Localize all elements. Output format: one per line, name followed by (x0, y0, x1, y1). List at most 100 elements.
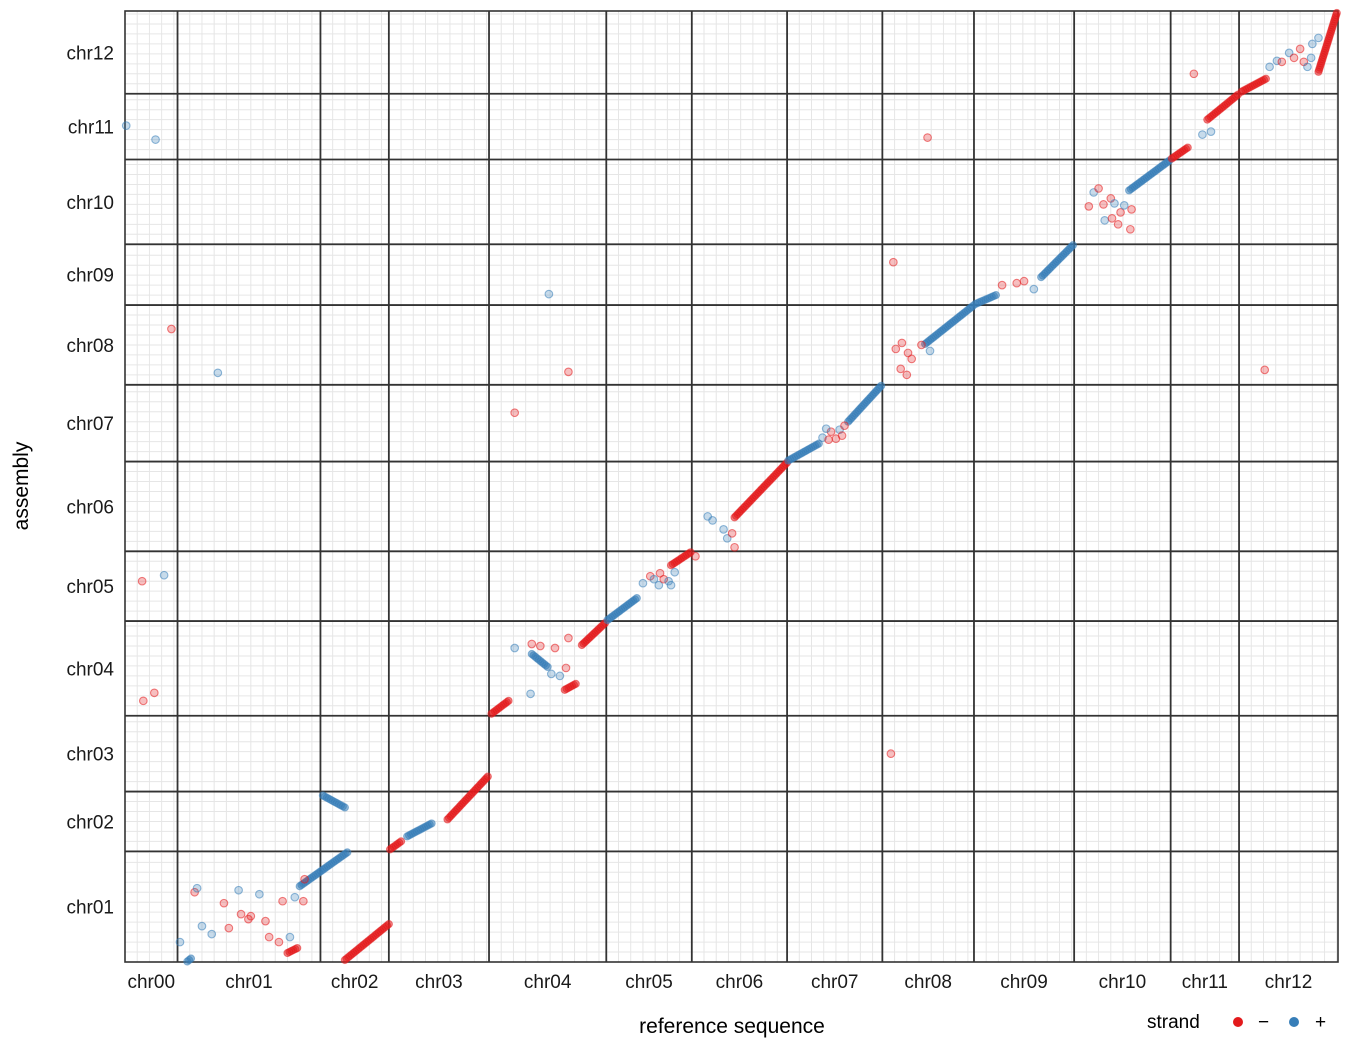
alignment-point (261, 916, 270, 926)
alignment-point (527, 639, 537, 649)
y-tick-label: chr04 (66, 659, 114, 680)
alignment-segment-point (1068, 241, 1078, 250)
alignment-segment-point (427, 819, 436, 828)
plot-frame (124, 10, 1339, 963)
alignment-segment-point (340, 803, 349, 812)
alignment-point (526, 689, 535, 699)
y-tick-label: chr10 (66, 193, 114, 214)
alignment-point (149, 688, 159, 698)
alignment-point (159, 570, 169, 580)
alignment-point (175, 937, 185, 947)
alignment-point (891, 344, 901, 354)
alignment-point (1277, 57, 1287, 67)
legend-plus-swatch (1289, 1017, 1299, 1027)
alignment-point (1094, 184, 1103, 193)
alignment-point (886, 749, 896, 759)
alignment-point (638, 578, 648, 588)
y-tick-label: chr09 (66, 266, 114, 287)
x-axis-title: reference sequence (639, 1015, 825, 1038)
alignment-point (285, 932, 295, 942)
alignment-point (300, 874, 309, 884)
alignment-point (510, 408, 520, 418)
alignment-point (925, 346, 935, 356)
panel-borders (124, 10, 1339, 963)
alignment-point (207, 929, 217, 939)
alignment-segment-point (384, 920, 393, 929)
y-tick-label: chr12 (66, 43, 114, 64)
alignment-point (544, 289, 554, 299)
x-tick-label: chr02 (331, 972, 379, 993)
alignment-point (555, 671, 565, 681)
legend: strand − + (1147, 1012, 1326, 1033)
alignment-point (691, 551, 700, 561)
alignment-point (727, 529, 737, 538)
alignment-point (840, 421, 849, 431)
alignment-point (121, 121, 131, 130)
alignment-segment-point (1183, 143, 1192, 152)
alignment-point (649, 574, 659, 584)
alignment-point (1307, 39, 1317, 49)
alignment-point (1107, 213, 1117, 223)
alignment-point (1189, 69, 1199, 79)
alignment-segment-point (814, 439, 823, 448)
legend-title: strand (1147, 1012, 1200, 1033)
alignment-point (902, 370, 912, 380)
alignment-segment-point (504, 696, 513, 705)
alignment-point (708, 516, 717, 525)
y-tick-label: chr11 (68, 118, 114, 139)
alignment-point (666, 580, 676, 590)
alignment-point (1110, 199, 1119, 208)
alignment-point (821, 424, 831, 434)
y-tick-label: chr08 (66, 336, 114, 357)
alignment-point (824, 435, 833, 444)
x-tick-label: chr05 (625, 972, 673, 993)
alignment-segment-point (396, 837, 406, 846)
alignment-point (290, 892, 300, 902)
alignment-segment-point (571, 679, 580, 688)
alignment-point (923, 133, 932, 142)
y-tick-label: chr01 (66, 898, 114, 919)
alignment-point (1084, 202, 1094, 211)
alignment-point (826, 427, 836, 437)
x-tick-label: chr12 (1265, 972, 1313, 993)
alignment-point (535, 641, 545, 651)
alignment-point (907, 354, 917, 364)
legend-minus-swatch (1233, 1017, 1243, 1027)
alignment-point (564, 633, 573, 643)
alignment-point (1125, 224, 1135, 234)
x-tick-label: chr11 (1182, 972, 1228, 993)
alignment-point (1295, 44, 1305, 54)
alignment-point (236, 909, 246, 919)
alignment-marks (121, 8, 1341, 966)
alignment-point (1099, 200, 1108, 209)
alignment-point (298, 896, 308, 906)
alignment-segment-point (483, 772, 492, 781)
alignment-point (151, 135, 160, 144)
alignment-point (659, 574, 669, 584)
x-tick-label: chr08 (904, 972, 952, 993)
alignment-point (719, 525, 728, 534)
alignment-point (1012, 278, 1022, 288)
alignment-segment-point (632, 594, 641, 603)
alignment-point (167, 324, 176, 334)
alignment-point (219, 898, 229, 908)
alignment-point (897, 338, 907, 348)
alignment-point (1303, 62, 1312, 72)
alignment-point (1116, 208, 1125, 217)
alignment-point (670, 567, 680, 577)
alignment-point (546, 669, 556, 679)
x-tick-label: chr04 (524, 972, 572, 993)
alignment-segment-point (1261, 74, 1271, 83)
alignment-point (1029, 284, 1039, 294)
alignment-segment-point (877, 381, 886, 390)
alignment-point (138, 696, 148, 706)
grid-layer (125, 11, 1338, 962)
alignment-point (1198, 130, 1207, 139)
alignment-point (278, 896, 287, 906)
alignment-point (255, 889, 264, 899)
x-tick-label: chr10 (1099, 972, 1147, 993)
alignment-point (137, 576, 147, 586)
alignment-point (997, 280, 1007, 290)
alignment-point (889, 257, 898, 267)
